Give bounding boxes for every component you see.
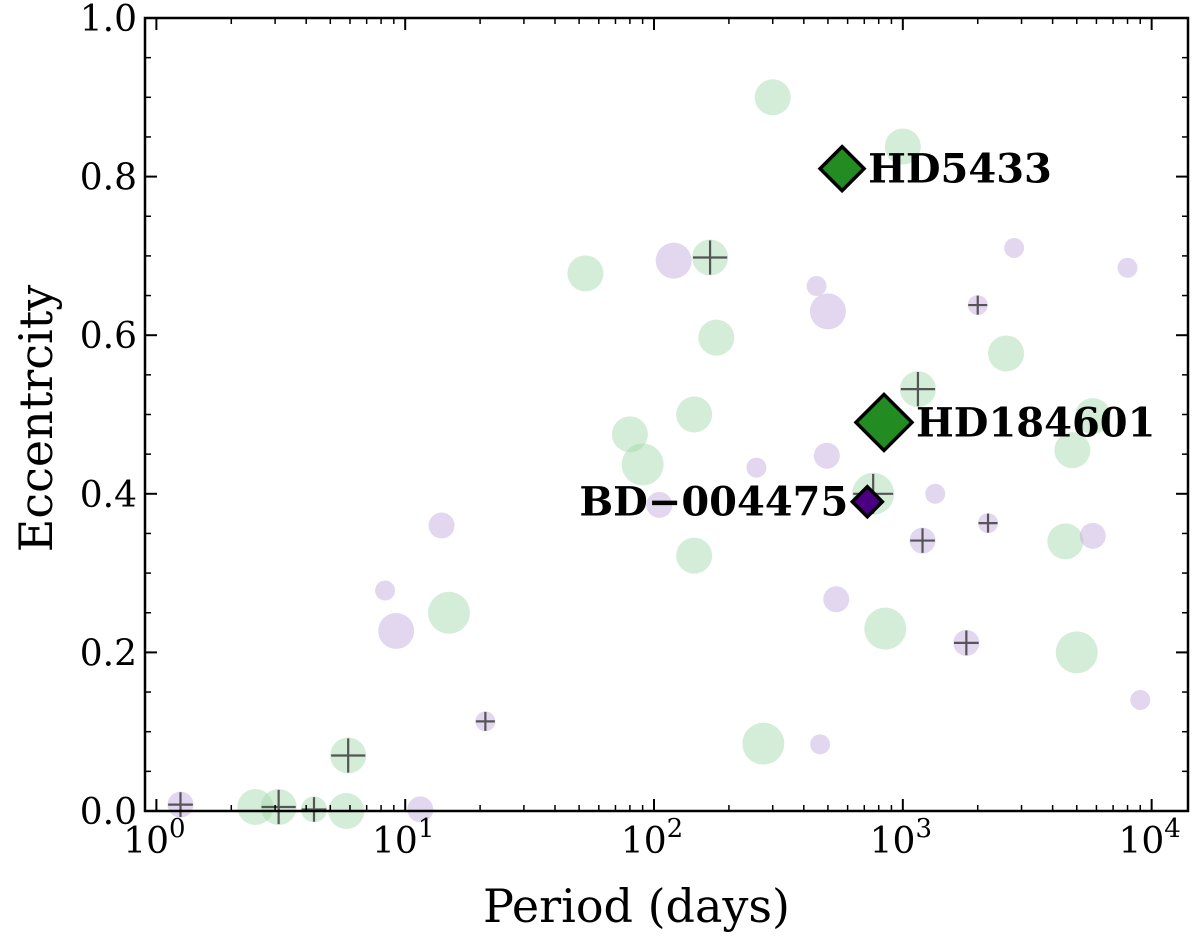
highlight-diamond: [849, 484, 885, 520]
green-data-point: [1074, 398, 1111, 435]
purple-data-point: [378, 612, 415, 649]
highlight-label: BD−004475: [579, 479, 848, 526]
green-data-point: [567, 255, 604, 292]
green-data-point: [1054, 432, 1091, 469]
y-tick-label: 0.0: [80, 792, 137, 833]
purple-data-point: [806, 276, 827, 297]
cross-marker: [978, 513, 998, 533]
purple-data-point: [407, 796, 434, 823]
x-tick-label: 102: [621, 814, 683, 862]
x-tick-label: 100: [123, 814, 185, 862]
green-data-point: [611, 416, 648, 453]
green-data-point: [742, 722, 785, 765]
purple-data-point: [655, 242, 692, 279]
x-tick-label: 104: [1118, 814, 1180, 862]
purple-data-point: [1117, 257, 1138, 278]
purple-data-point: [810, 734, 831, 755]
y-tick-label: 0.2: [80, 633, 137, 674]
purple-data-point: [646, 491, 673, 518]
purple-data-point: [428, 512, 455, 539]
y-tick-label: 0.6: [80, 316, 137, 357]
cross-marker: [910, 528, 935, 553]
x-tick-label: 101: [372, 814, 434, 862]
purple-data-point: [375, 580, 396, 601]
green-data-point: [988, 335, 1025, 372]
x-tick-label: 103: [870, 814, 932, 862]
points-layer: [167, 79, 1151, 829]
green-data-point: [676, 537, 713, 574]
cross-marker: [331, 738, 366, 773]
cross-marker: [953, 630, 979, 656]
ticks-layer: 0.0 0.2 0.4 0.6 0.8 1.0 100 101 102 103 104: [80, 0, 1188, 862]
purple-data-point: [1130, 689, 1151, 710]
green-data-point: [1055, 631, 1098, 674]
green-data-point: [237, 789, 274, 826]
highlight-diamond: [817, 144, 867, 194]
cross-marker: [968, 295, 988, 315]
green-data-point: [1047, 523, 1084, 560]
cross-marker: [168, 792, 193, 818]
purple-data-point: [746, 457, 767, 478]
purple-data-point: [1079, 522, 1106, 549]
green-data-point: [754, 79, 791, 116]
green-data-point: [698, 319, 735, 356]
highlight-label: HD5433: [868, 146, 1052, 193]
green-data-point: [884, 128, 921, 165]
purple-data-point: [823, 586, 850, 613]
purple-data-point: [813, 442, 840, 469]
green-data-point: [621, 443, 664, 486]
x-axis-label: Period (days): [483, 879, 790, 933]
cross-marker: [692, 240, 728, 275]
y-axis-label: Eccentrcity: [9, 285, 63, 552]
cross-marker: [900, 372, 936, 407]
highlight-diamond: [853, 391, 915, 453]
y-tick-label: 1.0: [80, 0, 137, 40]
y-tick-label: 0.4: [80, 475, 137, 516]
highlight-layer: HD5433 HD184601 BD−004475: [579, 144, 1155, 526]
highlight-label: HD184601: [916, 399, 1155, 446]
purple-data-point: [925, 483, 946, 504]
purple-data-point: [1004, 237, 1025, 258]
y-tick-label: 0.8: [80, 158, 137, 199]
cross-marker: [475, 711, 495, 731]
purple-data-point: [809, 293, 846, 330]
green-data-point: [428, 591, 471, 634]
green-data-point: [864, 607, 907, 650]
green-data-point: [676, 396, 713, 433]
cross-marker: [261, 789, 296, 825]
